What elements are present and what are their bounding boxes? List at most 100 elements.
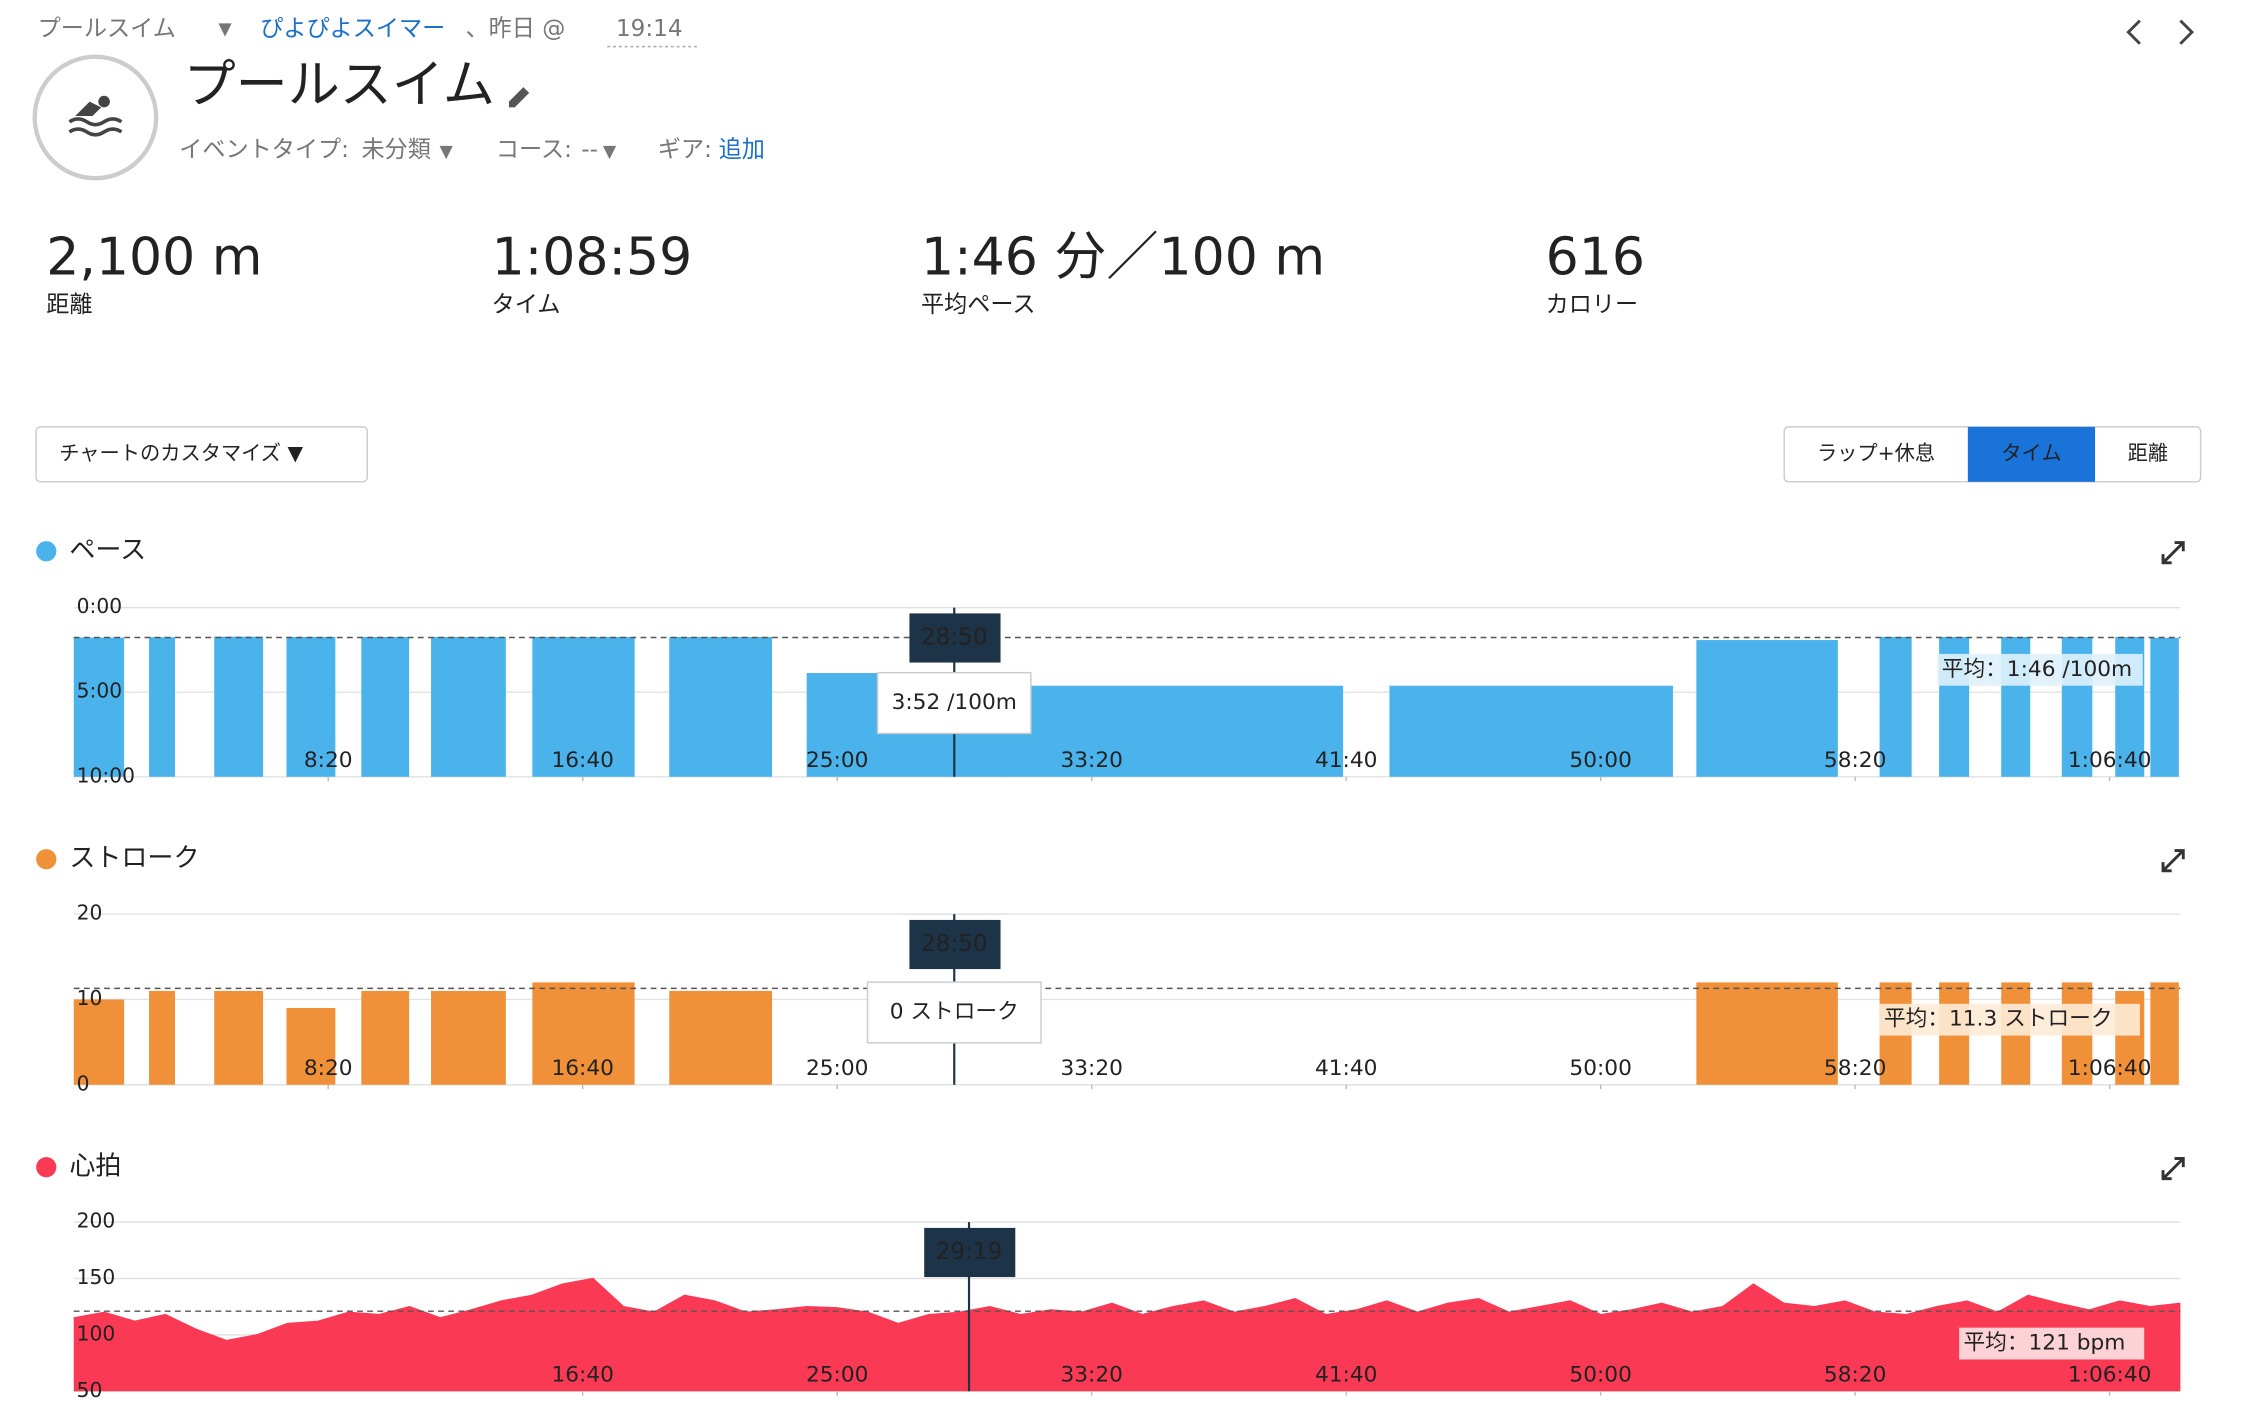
tab[interactable]: 距離: [2128, 441, 2168, 465]
bar: [1696, 982, 1838, 1085]
event-type-label: イベントタイプ:: [179, 137, 349, 163]
average-box: [1879, 1003, 2140, 1036]
stat-label: 平均ペース: [921, 292, 1035, 318]
event-type[interactable]: 未分類: [361, 137, 430, 163]
expand-icon[interactable]: [2161, 541, 2185, 565]
legend-dot: [36, 1157, 57, 1178]
tab-active[interactable]: [1967, 426, 2096, 482]
bar: [286, 636, 336, 777]
x-tick-label: 41:40: [1315, 1362, 1377, 1387]
y-tick-label: 100: [77, 1321, 116, 1345]
legend-dot: [36, 849, 57, 870]
tooltip-label: 0 ストローク: [890, 999, 1019, 1024]
time: 19:14: [616, 16, 683, 42]
customize-button[interactable]: [35, 426, 368, 483]
x-tick-label: 25:00: [806, 1056, 868, 1081]
course-label: コース:: [496, 137, 572, 163]
average-label: 平均：11.3 ストローク: [1884, 1007, 2113, 1032]
x-tick-label: 50:00: [1569, 1056, 1631, 1081]
x-tick-label: 25:00: [806, 1362, 868, 1387]
stat-value: 1:08:59: [492, 228, 693, 288]
x-tick-label: 8:20: [304, 1056, 353, 1081]
stat-label: 距離: [46, 292, 92, 318]
cursor-label: 28:50: [921, 624, 988, 650]
bar: [532, 636, 635, 777]
y-tick-label: 150: [77, 1265, 116, 1289]
bar: [214, 636, 264, 777]
stat-label: カロリー: [1546, 292, 1639, 318]
bar: [669, 990, 773, 1085]
tab[interactable]: ラップ+休息: [1817, 441, 1935, 465]
caret[interactable]: ▼: [440, 142, 454, 162]
stat-value: 2,100 m: [46, 228, 262, 288]
x-tick-label: 58:20: [1824, 1362, 1886, 1387]
when: 、昨日 @: [466, 16, 566, 42]
line: [73, 1277, 2181, 1342]
breadcrumb-caret[interactable]: ▼: [218, 19, 232, 39]
stat-value: 616: [1546, 228, 1645, 288]
x-tick-label: 33:20: [1060, 1362, 1122, 1387]
bar: [286, 1007, 336, 1085]
x-tick-label: 16:40: [551, 748, 613, 773]
x-tick-label: 58:20: [1824, 1056, 1886, 1081]
bar: [431, 636, 506, 777]
cursor-box: [909, 613, 1001, 663]
bar: [2150, 637, 2179, 777]
tooltip: [866, 981, 1042, 1044]
y-tick-label: 10:00: [77, 763, 135, 787]
y-tick-label: 10: [77, 986, 103, 1010]
bar: [669, 636, 773, 777]
bar: [149, 637, 176, 777]
legend-dot: [36, 541, 57, 562]
title: プールスイム: [184, 56, 495, 116]
bar: [149, 990, 176, 1085]
average-box: [1959, 1327, 2145, 1360]
swim-body: [75, 101, 102, 117]
bar: [532, 982, 635, 1085]
tab[interactable]: タイム: [2001, 441, 2061, 465]
bar: [73, 637, 125, 777]
edit-icon[interactable]: [508, 87, 530, 108]
chart-title: ペース: [69, 536, 146, 566]
y-tick-label: 50: [77, 1378, 103, 1402]
chart-title: 心拍: [69, 1152, 121, 1182]
bar: [361, 990, 410, 1085]
customize-label[interactable]: チャートのカスタマイズ ▼: [59, 441, 303, 465]
bar: [73, 999, 125, 1085]
x-tick-label: 25:00: [806, 748, 868, 773]
x-tick-label: 16:40: [551, 1362, 613, 1387]
course[interactable]: --: [581, 137, 598, 163]
cursor-box: [909, 919, 1001, 970]
area-fill: [73, 1278, 2181, 1392]
x-tick-label: 41:40: [1315, 1056, 1377, 1081]
x-tick-label: 1:06:40: [2068, 1056, 2152, 1081]
bar: [2150, 982, 2179, 1085]
average-label: 平均：1:46 /100m: [1942, 657, 2132, 682]
x-tick-label: 58:20: [1824, 748, 1886, 773]
x-tick-label: 33:20: [1060, 748, 1122, 773]
swim-icon: [68, 117, 123, 137]
gear-label: ギア:: [658, 137, 712, 163]
x-tick-label: 1:06:40: [2068, 1362, 2152, 1387]
gear-link[interactable]: 追加: [719, 137, 765, 163]
bar: [214, 990, 264, 1085]
expand-icon[interactable]: [2161, 849, 2185, 873]
nav-arrows[interactable]: [2126, 19, 2194, 45]
x-tick-label: 33:20: [1060, 1056, 1122, 1081]
bar: [1879, 636, 1912, 777]
y-tick-label: 0: [77, 1071, 90, 1095]
expand-icon[interactable]: [2161, 1157, 2185, 1181]
cursor-label: 29:19: [936, 1239, 1003, 1265]
swim-head: [98, 95, 110, 108]
cursor-label: 28:50: [921, 931, 988, 957]
stat-value: 1:46 分／100 m: [921, 228, 1325, 288]
user-link[interactable]: ぴよぴよスイマー: [260, 16, 445, 42]
tooltip: [876, 671, 1032, 735]
stat-label: タイム: [492, 292, 561, 318]
caret[interactable]: ▼: [603, 142, 617, 162]
cursor-box: [924, 1227, 1016, 1278]
y-tick-label: 200: [77, 1209, 116, 1233]
breadcrumb[interactable]: プールスイム: [38, 16, 176, 42]
